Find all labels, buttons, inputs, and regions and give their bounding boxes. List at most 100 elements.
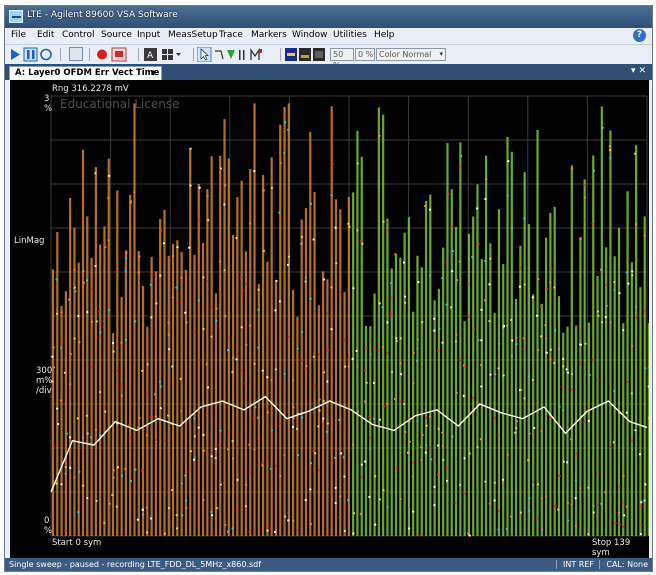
chevron-down-icon[interactable] <box>176 53 181 56</box>
subcarrier-point <box>314 452 317 455</box>
subcarrier-point <box>240 326 243 329</box>
subcarrier-point <box>531 378 534 382</box>
menu-control[interactable]: Control <box>62 30 95 40</box>
menu-file[interactable]: File <box>11 30 27 40</box>
subcarrier-point <box>340 452 343 455</box>
offset-input[interactable]: 0 % <box>355 48 375 61</box>
subcarrier-point <box>270 379 273 382</box>
subcarrier-point <box>215 319 218 322</box>
subcarrier-point <box>433 329 436 332</box>
autoscale-icon[interactable] <box>144 48 157 61</box>
subcarrier-point <box>507 159 510 163</box>
y-top-value: 3 <box>44 94 50 104</box>
tab-menu-icon[interactable]: ▾ <box>631 66 636 76</box>
subcarrier-point <box>382 489 385 492</box>
subcarrier-point <box>634 305 637 308</box>
stop-icon[interactable] <box>69 47 83 61</box>
menu-utilities[interactable]: Utilities <box>333 30 367 40</box>
menu-window[interactable]: Window <box>292 30 328 40</box>
subcarrier-point <box>219 167 223 170</box>
band-marker-icon[interactable] <box>239 50 241 60</box>
subcarrier-point <box>176 301 179 304</box>
close-icon[interactable]: ✕ <box>638 66 646 76</box>
pause-icon[interactable] <box>23 47 38 62</box>
subcarrier-point <box>146 392 149 395</box>
subcarrier-point <box>321 420 324 423</box>
subcarrier-point <box>145 506 148 509</box>
menu-edit[interactable]: Edit <box>37 30 55 40</box>
subcarrier-point <box>73 286 76 289</box>
subcarrier-point <box>515 342 518 346</box>
subcarrier-point <box>89 436 93 439</box>
subcarrier-point <box>167 321 170 324</box>
subcarrier-point <box>631 274 634 277</box>
layout-grid-icon[interactable] <box>162 49 167 54</box>
subcarrier-point <box>73 476 76 479</box>
subcarrier-point <box>52 346 55 349</box>
subcarrier-point <box>244 382 247 385</box>
subcarrier-point <box>613 390 616 393</box>
marker-step-icon[interactable] <box>215 50 224 60</box>
chevron-down-icon[interactable]: ▼ <box>150 69 156 77</box>
subcarrier-point <box>381 305 384 309</box>
subcarrier-point <box>278 211 281 214</box>
subcarrier-point <box>527 375 530 378</box>
subcarrier-point <box>262 189 265 192</box>
persistence-input[interactable]: 50 % <box>330 48 354 70</box>
subcarrier-point <box>369 353 372 356</box>
menu-meassetup[interactable]: MeasSetup <box>168 30 218 40</box>
subcarrier-point <box>360 463 363 466</box>
subcarrier-point <box>112 476 115 479</box>
subcarrier-point <box>574 497 577 500</box>
subcarrier-point <box>56 407 59 410</box>
subcarrier-point <box>296 347 299 350</box>
subcarrier-point <box>162 242 166 245</box>
marker-peak-icon[interactable] <box>250 47 260 60</box>
subcarrier-point <box>497 528 500 531</box>
color-mode-select[interactable]: Color Normal ▾ <box>376 48 446 61</box>
subcarrier-point <box>210 335 213 338</box>
marker-down-icon[interactable] <box>227 50 235 59</box>
subcarrier-point <box>244 483 248 487</box>
reference-status[interactable]: INT REF <box>556 560 594 569</box>
subcarrier-point <box>510 226 513 229</box>
record-icon[interactable] <box>97 49 107 60</box>
subcarrier-point <box>86 432 89 435</box>
trace-display-icon[interactable] <box>299 48 311 61</box>
play-icon[interactable] <box>11 49 20 60</box>
subcarrier-point <box>648 366 649 369</box>
playback-controls <box>11 47 52 62</box>
subcarrier-point <box>224 184 227 187</box>
restart-icon[interactable] <box>40 48 52 61</box>
menu-markers[interactable]: Markers <box>251 30 287 40</box>
subcarrier-point <box>68 298 71 301</box>
calibration-status[interactable]: CAL: None <box>599 560 648 569</box>
subcarrier-point <box>537 348 540 352</box>
subcarrier-point <box>248 471 251 474</box>
subcarrier-point <box>532 480 535 483</box>
subcarrier-point <box>437 444 440 447</box>
subcarrier-point <box>557 508 560 511</box>
menu-source[interactable]: Source <box>101 30 132 40</box>
subcarrier-point <box>171 365 174 368</box>
subcarrier-point <box>159 385 162 388</box>
subcarrier-point <box>313 384 316 387</box>
menu-help[interactable]: Help <box>374 30 395 40</box>
subcarrier-point <box>395 467 398 470</box>
menu-trace[interactable]: Trace <box>219 30 243 40</box>
subcarrier-point <box>207 386 210 389</box>
menu-input[interactable]: Input <box>137 30 161 40</box>
trace-display[interactable]: Educational License Rng 316.2278 mV 3 % … <box>10 80 649 558</box>
subcarrier-point <box>292 405 295 409</box>
subcarrier-point <box>326 422 329 425</box>
subcarrier-point <box>226 448 230 451</box>
help-icon[interactable]: ? <box>633 29 646 42</box>
subcarrier-point <box>399 337 402 340</box>
subcarrier-point <box>436 473 440 476</box>
subcarrier-point <box>154 415 157 418</box>
subcarrier-point <box>124 269 127 272</box>
subcarrier-point <box>441 276 444 280</box>
tab-trace-a[interactable]: A: Layer0 OFDM Err Vect Time ▼ <box>9 66 162 80</box>
subcarrier-point <box>480 385 483 388</box>
subcarrier-point <box>433 317 436 320</box>
